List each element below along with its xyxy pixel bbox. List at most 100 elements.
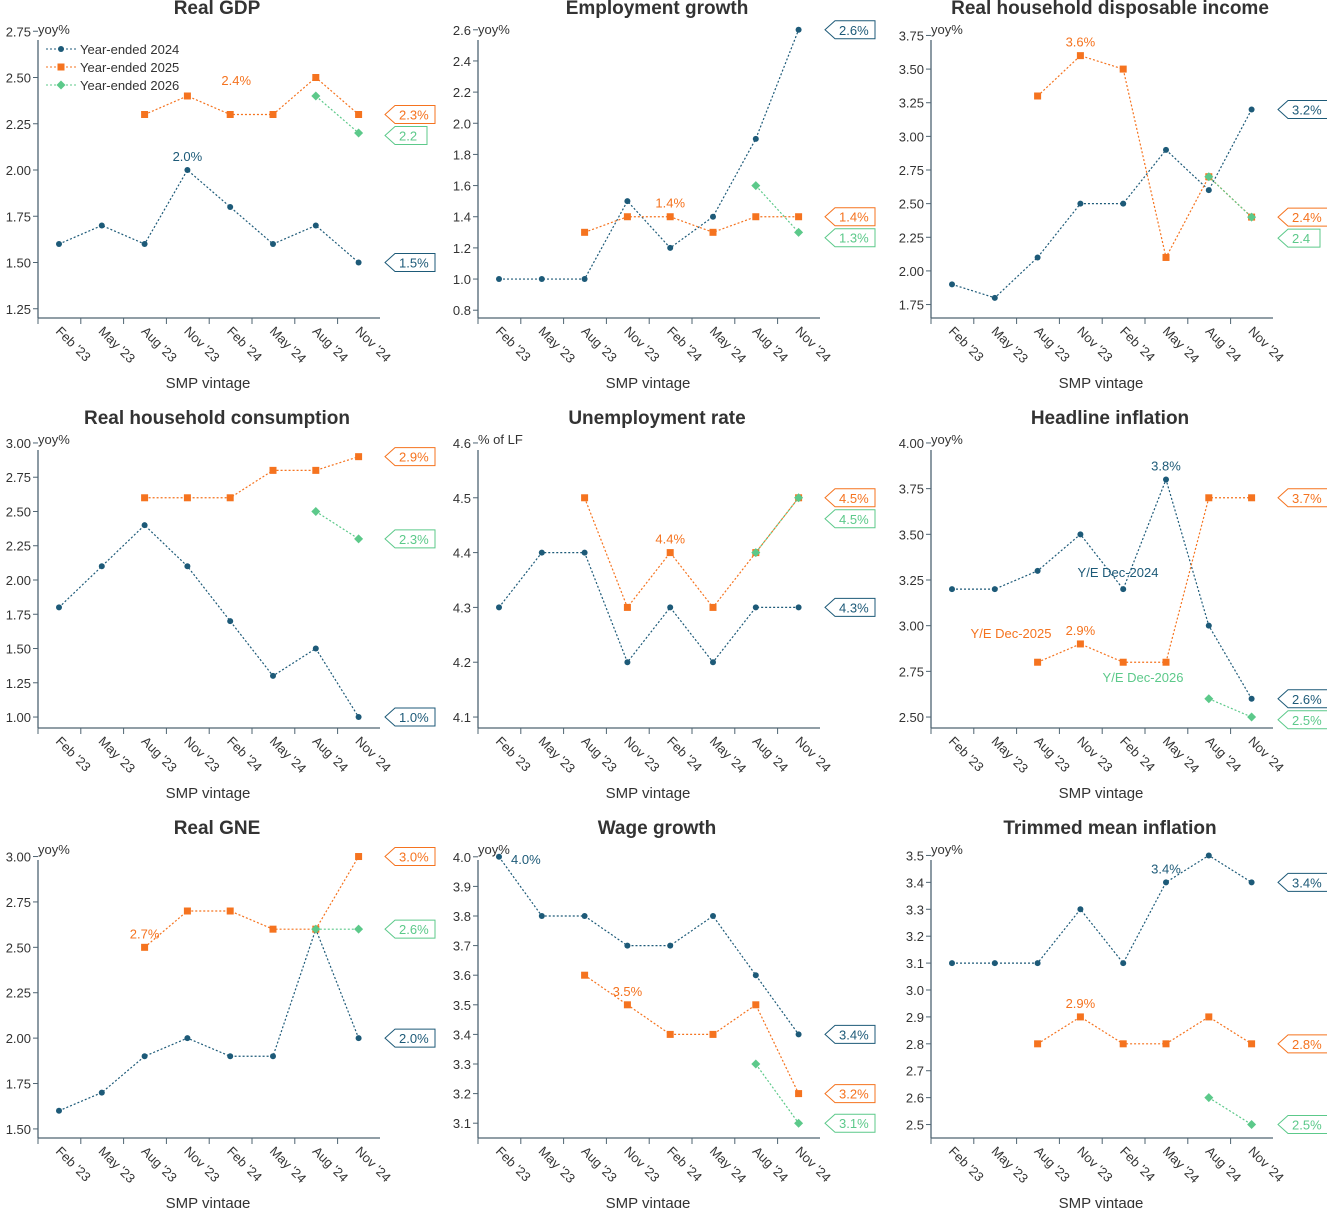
series-line: [951, 109, 1253, 299]
data-point: [1247, 1120, 1257, 1130]
y-tick-label: 2.25: [6, 986, 31, 1001]
end-label: 2.4%: [1292, 210, 1322, 225]
y-tick-label: 1.50: [6, 642, 31, 657]
y-tick-label: 2.50: [6, 504, 31, 519]
data-point: [1205, 494, 1213, 502]
x-tick-label: May '23: [96, 734, 139, 777]
y-tick-label: 2.6: [906, 1091, 924, 1106]
data-point: [269, 925, 277, 933]
end-label-box: [1277, 228, 1321, 248]
series-line: [755, 1063, 800, 1124]
data-point: [355, 1035, 362, 1042]
x-tick-label: May '23: [536, 324, 579, 367]
end-label: 4.3%: [839, 600, 869, 615]
y-tick-label: 3.1: [906, 956, 924, 971]
data-point: [184, 1035, 191, 1042]
x-tick-label: Aug '23: [578, 734, 619, 775]
chart-panel: Real household disposable income yoy% 1.75…: [893, 0, 1327, 410]
chart-svg: Wage growth yoy% 3.1 3.2 3.3 3.4 3.5 3.6 3.7 3.8 3…: [453, 818, 876, 1208]
x-tick-label: Aug '23: [578, 324, 619, 365]
end-label-box: [384, 919, 436, 939]
data-point: [752, 972, 759, 979]
data-point: [794, 493, 804, 503]
end-label: 2.5%: [1292, 1118, 1322, 1133]
data-point: [623, 1001, 631, 1009]
series-line: [498, 551, 799, 664]
end-label-box: [824, 1113, 876, 1133]
data-point: [1247, 712, 1257, 722]
data-point: [227, 1053, 234, 1060]
y-tick-label: 2.7: [906, 1064, 924, 1079]
series-line: [584, 974, 800, 1094]
y-tick-label: 3.4: [906, 875, 924, 890]
data-point: [991, 586, 998, 593]
series-line: [315, 510, 359, 540]
x-tick-label: May '24: [1160, 734, 1203, 777]
x-tick-label: Nov '23: [181, 734, 222, 775]
y-tick-label: 2.0: [453, 116, 471, 131]
x-tick-label: Aug '24: [310, 1144, 351, 1185]
data-point: [354, 534, 364, 544]
y-tick-label: 3.5: [453, 998, 471, 1013]
data-point: [795, 26, 802, 33]
end-label: 2.3%: [399, 532, 429, 547]
x-tick-label: May '23: [989, 1144, 1032, 1187]
data-point: [795, 604, 802, 611]
data-point: [538, 913, 545, 919]
data-point: [710, 913, 716, 919]
data-point: [1119, 1040, 1127, 1048]
data-point: [949, 586, 955, 593]
chart-title: Real GNE: [174, 820, 261, 839]
y-tick-label: 3.1: [453, 1116, 471, 1131]
data-annotation: 2.9%: [1066, 996, 1096, 1011]
data-point: [794, 227, 804, 237]
y-tick-label: 4.00: [899, 436, 924, 451]
x-axis-title: SMP vintage: [606, 1195, 691, 1208]
chart-panel: Headline inflation yoy% 2.50 2.75 3.00 3.25 3.…: [893, 408, 1327, 820]
data-point: [752, 213, 760, 221]
data-annotation: 3.5%: [613, 984, 643, 999]
series-inline-label: Y/E Dec-2026: [1103, 670, 1184, 685]
data-point: [1248, 879, 1255, 886]
y-tick-label: 1.75: [899, 298, 924, 313]
y-tick-label: 2.9: [906, 1010, 924, 1025]
series-line: [1208, 698, 1252, 718]
x-tick-label: Aug '23: [138, 324, 179, 365]
data-point: [227, 204, 234, 210]
data-point: [226, 907, 234, 915]
data-annotation: 3.4%: [1151, 861, 1181, 876]
series-line: [1208, 1097, 1252, 1126]
data-point: [581, 549, 588, 556]
y-tick-label: 3.00: [6, 436, 31, 451]
data-point: [1120, 200, 1127, 207]
x-tick-label: May '24: [1160, 1144, 1203, 1187]
y-tick-label: 3.7: [453, 939, 471, 954]
end-label: 4.5%: [839, 491, 869, 506]
data-point: [355, 453, 363, 461]
data-point: [141, 111, 149, 118]
series-line: [144, 856, 360, 948]
data-point: [1162, 253, 1170, 261]
series-line: [1037, 54, 1253, 260]
data-point: [1205, 852, 1212, 859]
series-line: [58, 927, 360, 1112]
y-tick-label: 2.75: [899, 163, 924, 178]
data-point: [1120, 960, 1127, 967]
data-point: [1205, 1013, 1213, 1021]
x-tick-label: Nov '23: [1074, 734, 1115, 775]
data-point: [1034, 1040, 1042, 1048]
data-point: [795, 213, 803, 221]
y-axis-label: yoy%: [38, 22, 70, 37]
x-tick-label: Aug '24: [1203, 734, 1244, 775]
x-tick-label: May '24: [707, 324, 750, 367]
y-tick-label: 1.50: [6, 1122, 31, 1137]
x-tick-label: Feb '23: [53, 1144, 94, 1185]
series-line: [1208, 176, 1253, 218]
chart-title: Real GDP: [174, 0, 261, 19]
series-inline-label: Y/E Dec-2024: [1078, 565, 1159, 580]
data-point: [1205, 622, 1212, 629]
series-line: [315, 95, 359, 134]
y-tick-label: 1.6: [453, 179, 471, 194]
x-tick-label: Nov '24: [1245, 324, 1286, 365]
x-tick-label: Feb '24: [664, 324, 705, 365]
